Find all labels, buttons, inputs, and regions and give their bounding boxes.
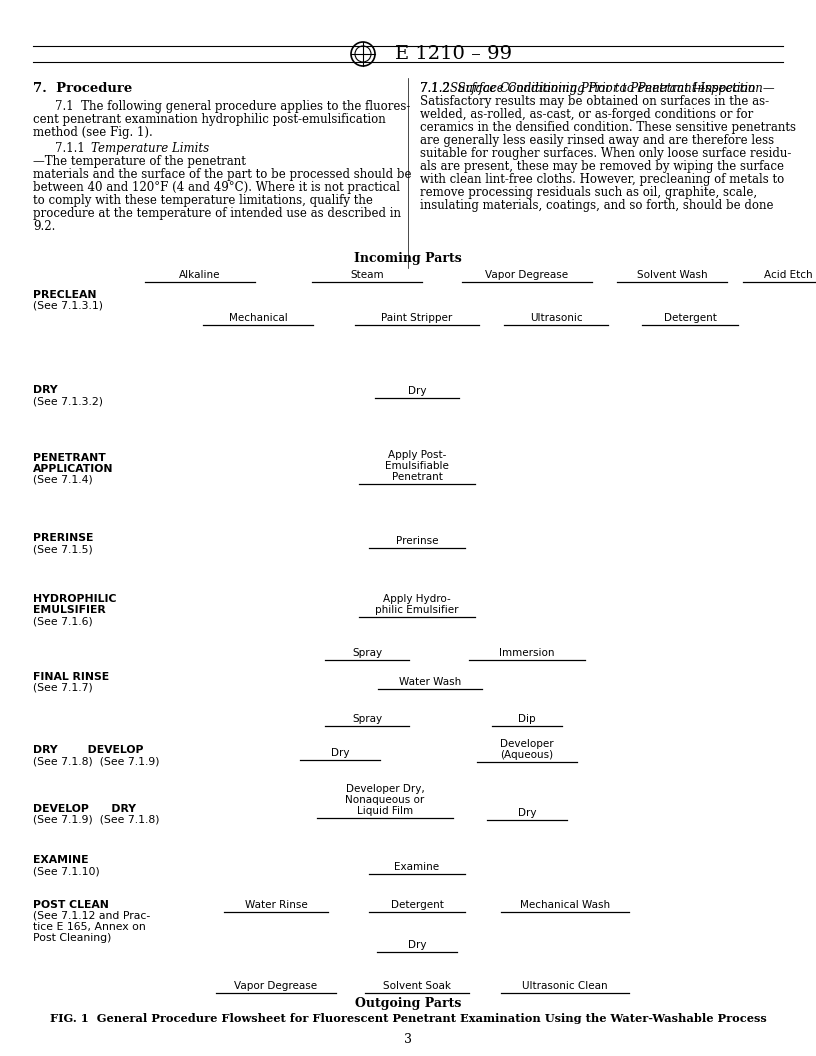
Text: (See 7.1.6): (See 7.1.6) — [33, 616, 93, 626]
Text: Mechanical: Mechanical — [228, 313, 287, 323]
Text: (See 7.1.7): (See 7.1.7) — [33, 683, 93, 693]
Text: Solvent Soak: Solvent Soak — [383, 981, 451, 991]
Text: cent penetrant examination hydrophilic post-emulsification: cent penetrant examination hydrophilic p… — [33, 113, 386, 126]
Text: suitable for rougher surfaces. When only loose surface residu-: suitable for rougher surfaces. When only… — [420, 147, 792, 161]
Text: Outgoing Parts: Outgoing Parts — [355, 997, 461, 1010]
Text: Temperature Limits: Temperature Limits — [91, 142, 209, 155]
Text: APPLICATION: APPLICATION — [33, 464, 113, 474]
Text: FINAL RINSE: FINAL RINSE — [33, 672, 109, 682]
Text: procedure at the temperature of intended use as described in: procedure at the temperature of intended… — [33, 207, 401, 220]
Text: HYDROPHILIC: HYDROPHILIC — [33, 593, 117, 604]
Text: E 1210 – 99: E 1210 – 99 — [395, 45, 512, 63]
Text: Apply Post-: Apply Post- — [388, 450, 446, 460]
Text: tice E 165, Annex on: tice E 165, Annex on — [33, 922, 146, 932]
Text: 7.1.1: 7.1.1 — [55, 142, 92, 155]
Text: Incoming Parts: Incoming Parts — [354, 252, 462, 265]
Text: Prerinse: Prerinse — [396, 536, 438, 546]
Text: Detergent: Detergent — [391, 900, 443, 910]
Text: Post Cleaning): Post Cleaning) — [33, 934, 111, 943]
Text: EXAMINE: EXAMINE — [33, 855, 88, 865]
Text: PRECLEAN: PRECLEAN — [33, 290, 96, 300]
Text: (See 7.1.8)  (See 7.1.9): (See 7.1.8) (See 7.1.9) — [33, 756, 159, 766]
Text: Dip: Dip — [518, 714, 536, 724]
Text: Paint Stripper: Paint Stripper — [381, 313, 453, 323]
Text: (Aqueous): (Aqueous) — [500, 750, 553, 760]
Text: 7.1.2  ​Surface Conditioning Prior to Penetrant Inspection—: 7.1.2 ​Surface Conditioning Prior to Pen… — [420, 82, 774, 95]
Text: FIG. 1  General Procedure Flowsheet for Fluorescent Penetrant Examination Using : FIG. 1 General Procedure Flowsheet for F… — [50, 1013, 766, 1024]
Text: (See 7.1.4): (See 7.1.4) — [33, 475, 93, 485]
Text: Dry: Dry — [408, 940, 426, 950]
Text: Apply Hydro-: Apply Hydro- — [384, 593, 451, 604]
Text: Water Rinse: Water Rinse — [245, 900, 308, 910]
Text: PRERINSE: PRERINSE — [33, 533, 93, 543]
Text: insulating materials, coatings, and so forth, should be done: insulating materials, coatings, and so f… — [420, 199, 774, 212]
Text: ceramics in the densified condition. These sensitive penetrants: ceramics in the densified condition. The… — [420, 121, 796, 134]
Text: Dry: Dry — [517, 808, 536, 818]
Text: with clean lint-free cloths. However, precleaning of metals to: with clean lint-free cloths. However, pr… — [420, 173, 784, 186]
Text: Surface Conditioning Prior to Penetrant Inspection: Surface Conditioning Prior to Penetrant … — [450, 82, 756, 95]
Text: method (see Fig. 1).: method (see Fig. 1). — [33, 126, 153, 139]
Text: Immersion: Immersion — [499, 648, 555, 658]
Text: Developer: Developer — [500, 739, 554, 749]
Text: Liquid Film: Liquid Film — [357, 806, 413, 816]
Text: Dry: Dry — [408, 386, 426, 396]
Text: are generally less easily rinsed away and are therefore less: are generally less easily rinsed away an… — [420, 134, 774, 147]
Text: (See 7.1.9)  (See 7.1.8): (See 7.1.9) (See 7.1.8) — [33, 815, 159, 825]
Text: Vapor Degrease: Vapor Degrease — [234, 981, 317, 991]
Text: Emulsifiable: Emulsifiable — [385, 461, 449, 471]
Text: Developer Dry,: Developer Dry, — [346, 784, 424, 794]
Text: —: — — [420, 82, 706, 95]
Text: philic Emulsifier: philic Emulsifier — [375, 605, 459, 615]
Text: materials and the surface of the part to be processed should be: materials and the surface of the part to… — [33, 168, 411, 181]
Text: Vapor Degrease: Vapor Degrease — [486, 270, 569, 280]
Text: 3: 3 — [404, 1033, 412, 1046]
Text: to comply with these temperature limitations, qualify the: to comply with these temperature limitat… — [33, 194, 373, 207]
Text: 7.  Procedure: 7. Procedure — [33, 82, 132, 95]
Text: between 40 and 120°F (4 and 49°C). Where it is not practical: between 40 and 120°F (4 and 49°C). Where… — [33, 181, 400, 194]
Text: welded, as-rolled, as-cast, or as-forged conditions or for: welded, as-rolled, as-cast, or as-forged… — [420, 108, 753, 121]
Text: (See 7.1.3.1): (See 7.1.3.1) — [33, 301, 103, 312]
Text: Steam: Steam — [350, 270, 384, 280]
Text: —The temperature of the penetrant: —The temperature of the penetrant — [33, 155, 246, 168]
Text: (See 7.1.3.2): (See 7.1.3.2) — [33, 396, 103, 406]
Text: Acid Etch: Acid Etch — [764, 270, 812, 280]
Text: Ultrasonic Clean: Ultrasonic Clean — [522, 981, 608, 991]
Text: Water Wash: Water Wash — [399, 677, 461, 687]
Text: Ultrasonic: Ultrasonic — [530, 313, 583, 323]
Text: als are present, these may be removed by wiping the surface: als are present, these may be removed by… — [420, 161, 784, 173]
Text: Satisfactory results may be obtained on surfaces in the as-: Satisfactory results may be obtained on … — [420, 95, 769, 108]
Text: 7.1.2: 7.1.2 — [420, 82, 457, 95]
Text: Nonaqueous or: Nonaqueous or — [345, 795, 424, 805]
Text: Detergent: Detergent — [663, 313, 716, 323]
Text: POST CLEAN: POST CLEAN — [33, 900, 109, 910]
Text: Examine: Examine — [394, 862, 440, 872]
Text: (See 7.1.5): (See 7.1.5) — [33, 544, 93, 554]
Text: Penetrant: Penetrant — [392, 472, 442, 482]
Text: Spray: Spray — [352, 648, 382, 658]
Text: DRY: DRY — [33, 385, 58, 395]
Text: Dry: Dry — [330, 748, 349, 758]
Text: EMULSIFIER: EMULSIFIER — [33, 605, 106, 615]
Text: PENETRANT: PENETRANT — [33, 453, 106, 463]
Text: DEVELOP      DRY: DEVELOP DRY — [33, 804, 136, 814]
Text: DRY        DEVELOP: DRY DEVELOP — [33, 744, 144, 755]
Text: Mechanical Wash: Mechanical Wash — [520, 900, 610, 910]
Text: Spray: Spray — [352, 714, 382, 724]
Text: (See 7.1.10): (See 7.1.10) — [33, 866, 100, 876]
Text: 9.2.: 9.2. — [33, 220, 55, 233]
Text: remove processing residuals such as oil, graphite, scale,: remove processing residuals such as oil,… — [420, 186, 757, 199]
Text: 7.1  The following general procedure applies to the fluores-: 7.1 The following general procedure appl… — [55, 100, 410, 113]
Text: Solvent Wash: Solvent Wash — [636, 270, 707, 280]
Text: Alkaline: Alkaline — [180, 270, 221, 280]
Text: (See 7.1.12 and Prac-: (See 7.1.12 and Prac- — [33, 911, 150, 921]
